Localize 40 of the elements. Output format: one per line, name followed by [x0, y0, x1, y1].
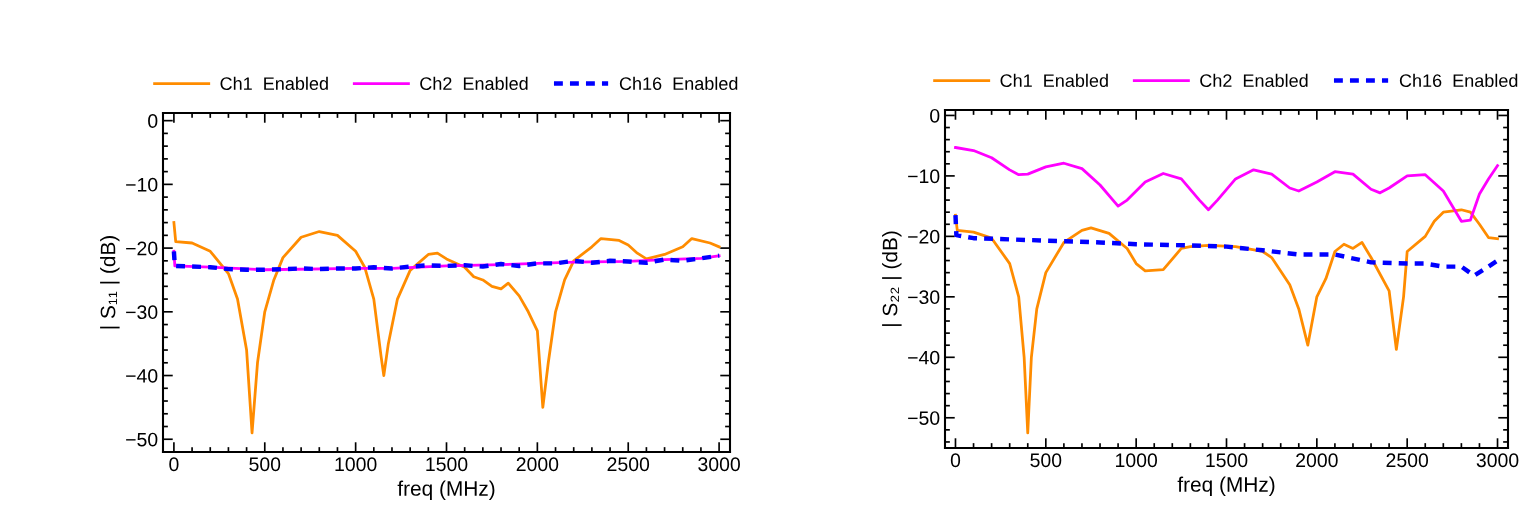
x-tick-label: 1500	[1206, 453, 1248, 468]
x-tick-label: 0	[950, 453, 961, 468]
x-tick-label: 0	[169, 457, 179, 472]
y-tick-label: −50	[126, 432, 158, 447]
legend-label: Ch16 Enabled	[1399, 73, 1518, 88]
x-tick-label: 2500	[607, 457, 650, 472]
x-tick-label: 1500	[426, 457, 468, 472]
y-tick-label: −40	[126, 369, 158, 383]
legend-label: Ch16 Enabled	[619, 76, 738, 91]
y-axis-title: | S₁₁ | (dB)	[100, 236, 120, 329]
x-tick-label: 1000	[1116, 453, 1158, 468]
x-tick-label: 500	[1030, 453, 1062, 468]
legend-label: Ch1 Enabled	[1000, 73, 1108, 88]
legend-label: Ch2 Enabled	[1200, 73, 1308, 88]
y-tick-label: −20	[126, 241, 158, 256]
x-tick-label: 1000	[335, 457, 377, 472]
y-tick-label: −50	[908, 411, 940, 425]
x-tick-label: 2000	[516, 457, 559, 472]
y-tick-label: −40	[908, 350, 940, 365]
line-series	[954, 208, 1499, 435]
line-series	[954, 146, 1499, 223]
y-tick-label: 0	[148, 114, 158, 128]
x-tick-label: 2500	[1386, 453, 1429, 468]
legend-label: Ch1 Enabled	[220, 76, 328, 91]
x-axis-title: freq (MHz)	[397, 480, 495, 500]
legend-label: Ch2 Enabled	[420, 76, 528, 91]
x-tick-label: 500	[249, 457, 281, 472]
y-tick-label: −10	[908, 169, 940, 184]
x-tick-label: 2000	[1296, 453, 1338, 468]
y-tick-label: −10	[126, 177, 158, 192]
line-series	[172, 221, 721, 435]
y-axis-title: | S₂₂ | (dB)	[882, 231, 902, 326]
y-tick-label: −20	[908, 229, 940, 244]
y-tick-label: −30	[908, 290, 940, 305]
line-series	[953, 212, 1500, 278]
y-tick-label: −30	[126, 305, 158, 320]
x-tick-label: 3000	[698, 457, 740, 472]
y-tick-label: 0	[930, 108, 940, 123]
x-axis-title: freq (MHz)	[1177, 476, 1275, 496]
x-tick-label: 3000	[1476, 453, 1519, 468]
